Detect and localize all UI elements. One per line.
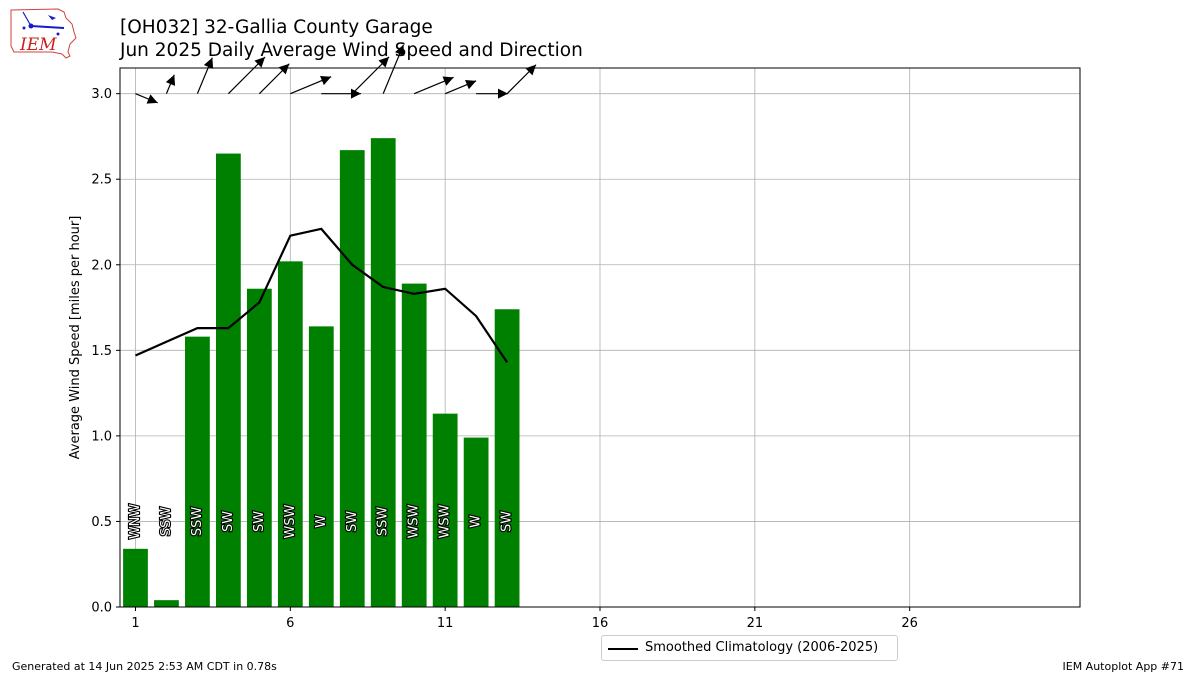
wind-barb-head	[165, 74, 176, 86]
bar-day-4	[216, 153, 241, 608]
direction-label-day-13: SW	[500, 511, 515, 532]
wind-barbs	[135, 44, 537, 104]
x-tick-label: 16	[592, 616, 609, 631]
x-tick-label: 1	[131, 616, 139, 631]
wind-barb-day-10	[413, 76, 454, 95]
wind-barb-day-5	[258, 63, 290, 95]
y-tick-label: 1.0	[91, 429, 112, 444]
bar-day-12	[463, 437, 489, 607]
direction-label-day-10: WSW	[407, 504, 422, 538]
direction-label-day-8: SW	[345, 511, 360, 532]
generated-timestamp: Generated at 14 Jun 2025 2:53 AM CDT in …	[12, 660, 277, 673]
direction-label-day-3: SSW	[190, 507, 205, 537]
wind-barb-day-8	[351, 56, 390, 95]
direction-label-day-2: SSW	[159, 507, 174, 537]
y-tick-label: 3.0	[91, 87, 112, 102]
wind-barb-head	[525, 64, 537, 76]
y-tick-label: 0.0	[91, 601, 112, 616]
chart-title: [OH032] 32-Gallia County Garage	[120, 17, 433, 38]
direction-label-day-11: WSW	[438, 504, 453, 538]
wind-barb-head	[465, 80, 477, 90]
iem-logo-icon: IEM	[10, 8, 77, 59]
direction-label-day-5: SW	[252, 511, 267, 532]
legend-line-swatch	[608, 648, 638, 650]
wind-barb-day-6	[290, 75, 332, 95]
wind-barb-head	[498, 88, 509, 99]
bar-day-8	[339, 150, 365, 607]
y-tick-label: 0.5	[91, 515, 112, 530]
wind-barb-day-1	[135, 93, 158, 104]
wind-barb-day-3	[196, 57, 214, 94]
bar-day-7	[308, 326, 334, 607]
wind-barb-head	[378, 56, 390, 68]
wind-barb-head	[350, 88, 361, 99]
direction-label-day-7: W	[314, 515, 329, 528]
y-axis-label: Average Wind Speed [miles per hour]	[68, 216, 83, 460]
wind-barb-day-2	[165, 74, 176, 94]
logo-text: IEM	[19, 35, 57, 55]
wind-barb-head	[442, 76, 454, 86]
x-tick-label: 6	[286, 616, 294, 631]
bar-day-1	[123, 548, 148, 607]
direction-label-day-6: WSW	[283, 504, 298, 538]
wind-barb-day-12	[476, 88, 509, 99]
legend-label: Smoothed Climatology (2006-2025)	[645, 640, 879, 655]
x-tick-label: 26	[901, 616, 918, 631]
bar-day-3	[185, 336, 210, 607]
x-tick-label: 11	[437, 616, 454, 631]
wind-barb-day-9	[382, 44, 405, 94]
direction-label-day-12: W	[469, 515, 484, 528]
y-tick-label: 2.5	[91, 173, 112, 188]
chart-subtitle: Jun 2025 Daily Average Wind Speed and Di…	[120, 40, 583, 61]
direction-label-day-1: WNW	[128, 504, 143, 540]
chart-legend: Smoothed Climatology (2006-2025)	[601, 635, 898, 661]
direction-label-day-9: SSW	[376, 507, 391, 537]
wind-barb-head	[320, 75, 332, 86]
wind-barb-head	[278, 63, 290, 75]
bar-day-13	[494, 309, 520, 607]
y-tick-label: 1.5	[91, 344, 112, 359]
bar-day-5	[246, 288, 272, 607]
wind-barb-head	[395, 44, 405, 56]
wind-barb-head	[203, 57, 214, 69]
bar-day-2	[154, 600, 179, 607]
climatology-line	[135, 227, 509, 363]
bar-day-9	[370, 138, 396, 607]
wind-barb-day-13	[506, 64, 537, 95]
wind-barb-day-7	[321, 88, 361, 99]
bar-day-6	[277, 261, 303, 607]
y-tick-label: 2.0	[91, 258, 112, 273]
wind-barb-day-11	[444, 80, 477, 95]
x-tick-label: 21	[747, 616, 764, 631]
wind-barb-head	[146, 94, 158, 104]
bar-day-10	[401, 283, 427, 607]
app-credit: IEM Autoplot App #71	[1062, 660, 1185, 673]
bar-day-11	[432, 413, 458, 607]
direction-label-day-4: SW	[221, 511, 236, 532]
